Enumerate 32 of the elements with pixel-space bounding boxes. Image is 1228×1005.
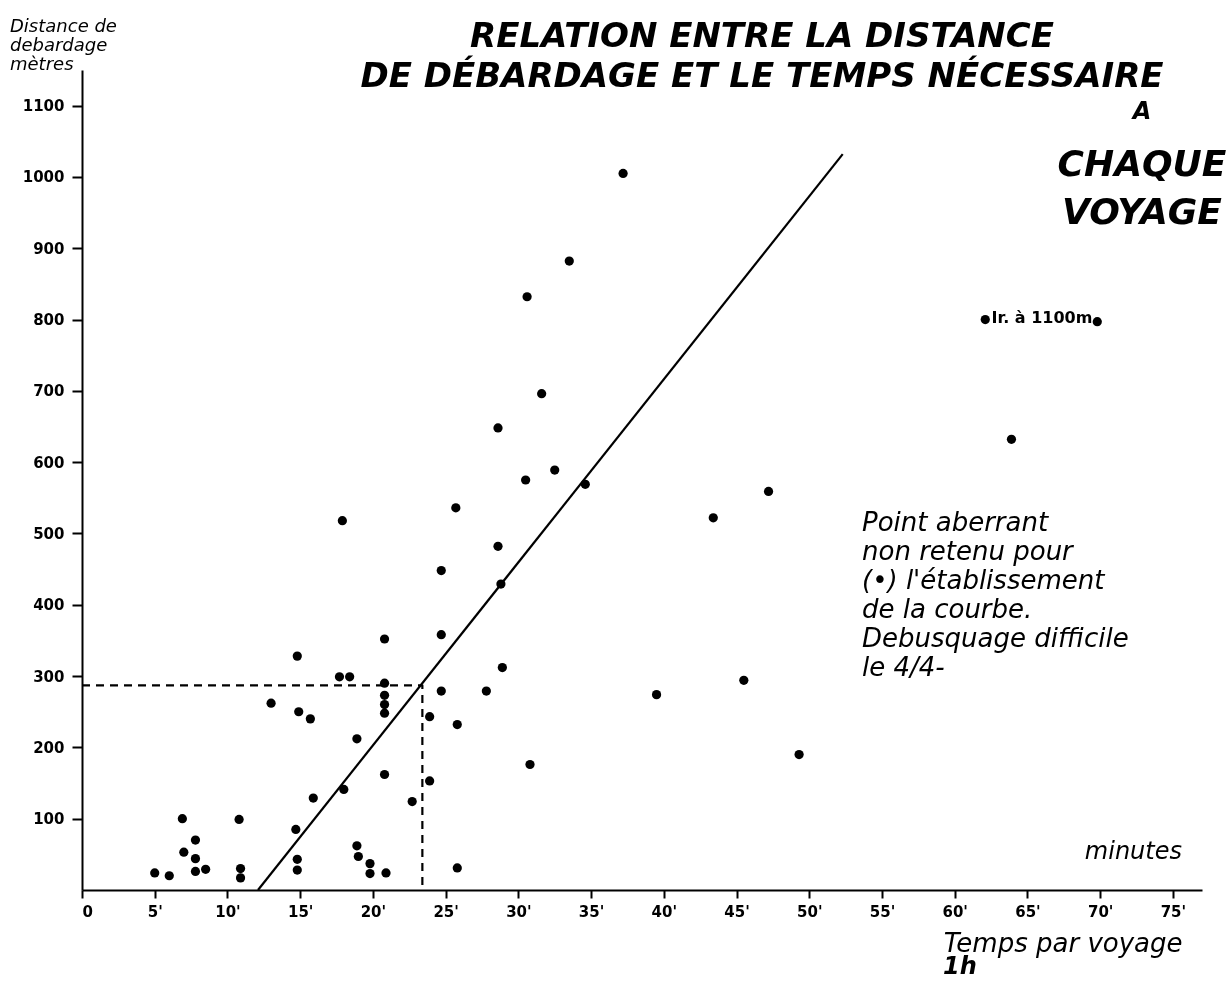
x-tick-label: 15' xyxy=(287,902,314,921)
annotation: Point aberrant non retenu pour (•) l'établissement de la courbe. Debusquage difficile le 4/4- xyxy=(862,507,1129,682)
x-tick-label: 65' xyxy=(1015,902,1041,921)
annotation: Ir. à 1100m xyxy=(991,308,1093,327)
x-tick-label: 70' xyxy=(1087,902,1114,921)
x-tick-label: 35' xyxy=(578,902,605,921)
y-tick-label: 900 xyxy=(33,239,65,258)
y-tick-label: 700 xyxy=(33,382,65,401)
x-tick-label: 40' xyxy=(651,902,678,921)
y-tick-label: 500 xyxy=(33,524,65,543)
y-tick-label: 1000 xyxy=(22,168,65,187)
x-tick-label: 0 xyxy=(82,902,93,921)
x-tick-label: 10' xyxy=(215,902,241,921)
y-tick-label: 600 xyxy=(33,453,65,472)
text: RELATION ENTRE LA DISTANCE DE DÉBARDAGE ET LE TEMPS NÉCESSAIRE A CHAQUE VOYAGE xyxy=(360,15,1227,232)
x-tick-label: 45' xyxy=(724,902,750,921)
x-tick-label: 50' xyxy=(797,902,823,921)
x-tick-label: 5' xyxy=(147,902,163,921)
x-tick-label: 55' xyxy=(869,902,896,921)
x-tick-label: 60' xyxy=(942,902,968,921)
annotation: minutes xyxy=(1084,837,1182,865)
x-tick-label: 20' xyxy=(360,902,387,921)
y-tick-label: 100 xyxy=(33,810,65,829)
y-tick-label: 1100 xyxy=(22,97,65,116)
y-tick-label: 800 xyxy=(33,311,65,330)
y-tick-label: 300 xyxy=(33,667,65,686)
x-tick-label: 30' xyxy=(506,902,532,921)
x-tick-label: 25' xyxy=(433,902,459,921)
y-axis-title: Distance de debardage mètres xyxy=(10,15,117,74)
x-tick-label: 75' xyxy=(1160,902,1187,921)
y-tick-label: 200 xyxy=(33,738,65,757)
y-tick-label: 400 xyxy=(33,596,65,615)
